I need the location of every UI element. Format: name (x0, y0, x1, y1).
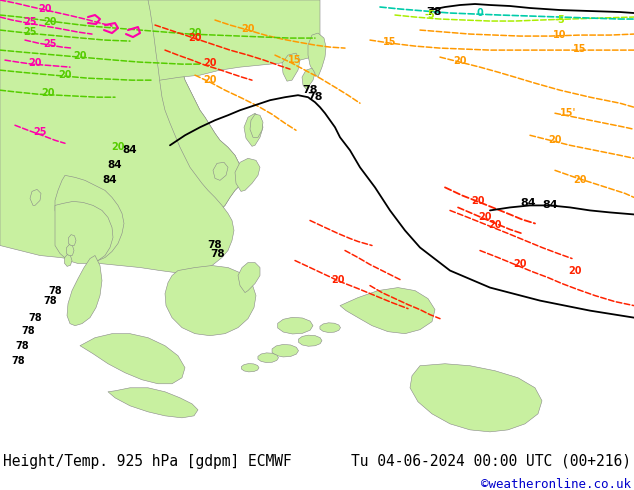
Text: 84: 84 (123, 146, 138, 155)
Text: Height/Temp. 925 hPa [gdpm] ECMWF: Height/Temp. 925 hPa [gdpm] ECMWF (3, 454, 292, 469)
Text: 78: 78 (302, 85, 318, 95)
Text: 78: 78 (21, 326, 35, 336)
Text: 15: 15 (383, 37, 397, 47)
Text: 20: 20 (488, 220, 501, 230)
Text: 78: 78 (210, 248, 225, 259)
Text: 78: 78 (11, 356, 25, 366)
Text: ©weatheronline.co.uk: ©weatheronline.co.uk (481, 478, 631, 490)
Text: 25: 25 (33, 127, 47, 137)
Text: 20: 20 (188, 28, 202, 38)
Text: 15': 15' (560, 108, 576, 118)
Text: 25: 25 (43, 39, 57, 49)
Text: 10: 10 (553, 30, 567, 40)
Text: 20: 20 (74, 51, 87, 61)
Text: 78: 78 (426, 7, 442, 17)
Text: 20: 20 (573, 175, 586, 185)
Text: 20: 20 (242, 24, 255, 34)
Text: 84: 84 (520, 198, 536, 208)
Text: 20: 20 (548, 135, 562, 145)
Text: 25: 25 (23, 27, 37, 37)
Text: 20: 20 (331, 274, 345, 285)
Text: 0: 0 (477, 8, 483, 18)
Text: 20: 20 (41, 88, 55, 98)
Text: -5: -5 (425, 10, 436, 20)
Text: 84: 84 (542, 200, 558, 210)
Text: 20: 20 (188, 33, 202, 43)
Text: 20: 20 (29, 58, 42, 68)
Text: 78: 78 (43, 295, 57, 306)
Text: 84: 84 (108, 160, 122, 171)
Text: 78: 78 (15, 341, 29, 351)
Text: 20: 20 (38, 4, 52, 14)
Text: 20: 20 (453, 56, 467, 66)
Text: 20: 20 (514, 259, 527, 269)
Text: -5: -5 (555, 15, 566, 25)
Text: 78: 78 (48, 286, 61, 295)
Text: 20: 20 (568, 266, 582, 275)
Text: 20: 20 (478, 213, 492, 222)
Text: 20: 20 (204, 75, 217, 85)
Text: 78: 78 (208, 241, 223, 250)
Text: 78: 78 (28, 313, 42, 322)
Text: 25: 25 (23, 17, 37, 27)
Text: 15: 15 (288, 55, 302, 65)
Text: 78: 78 (307, 92, 323, 102)
Text: 20: 20 (471, 196, 485, 206)
Text: 15: 15 (573, 44, 586, 54)
Text: 20: 20 (111, 142, 125, 152)
Text: 20: 20 (204, 58, 217, 68)
Text: Tu 04-06-2024 00:00 UTC (00+216): Tu 04-06-2024 00:00 UTC (00+216) (351, 454, 631, 469)
Text: 84: 84 (103, 175, 117, 185)
Text: 20: 20 (58, 70, 72, 80)
Text: 20: 20 (43, 17, 57, 27)
